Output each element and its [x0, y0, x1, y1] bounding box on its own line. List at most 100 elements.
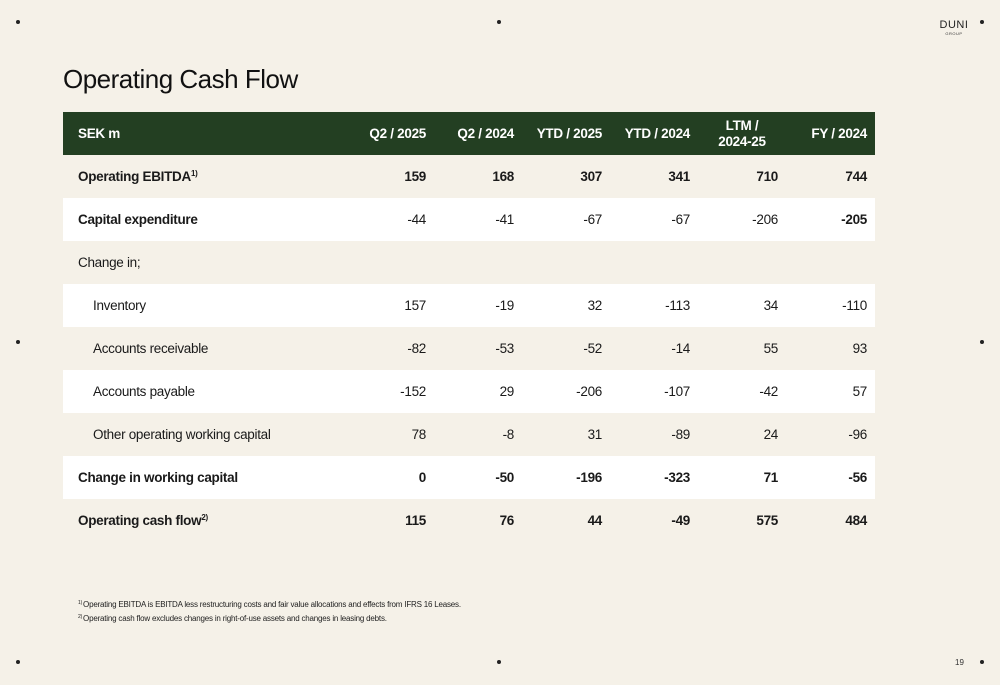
footnote: 1)Operating EBITDA is EBITDA less restru… — [78, 598, 461, 612]
table-row: Accounts payable -152 29 -206 -107 -42 5… — [63, 370, 875, 413]
row-label: Capital expenditure — [63, 198, 363, 241]
table-cell: -56 — [786, 456, 875, 499]
footnote-mark: 2) — [78, 614, 83, 620]
header-cell: Q2 / 2025 — [363, 112, 434, 155]
table-row: Other operating working capital 78 -8 31… — [63, 413, 875, 456]
table-cell — [786, 241, 875, 284]
logo-sub-text: GROUP — [945, 31, 963, 36]
corner-dot — [16, 660, 20, 664]
corner-dot — [980, 20, 984, 24]
corner-dot — [980, 660, 984, 664]
table-cell: 575 — [698, 499, 786, 542]
table-cell: 71 — [698, 456, 786, 499]
table-cell: 168 — [434, 155, 522, 198]
corner-dot — [497, 20, 501, 24]
table-cell: 115 — [363, 499, 434, 542]
table-cell: -206 — [522, 370, 610, 413]
footnote-text: Operating cash flow excludes changes in … — [83, 614, 387, 623]
row-label: Operating EBITDA1) — [63, 155, 363, 198]
brand-logo: DUNI GROUP — [937, 20, 971, 36]
table-cell: -67 — [522, 198, 610, 241]
table-cell: 710 — [698, 155, 786, 198]
table-cell: 24 — [698, 413, 786, 456]
table-cell: -41 — [434, 198, 522, 241]
table-cell: -8 — [434, 413, 522, 456]
header-cell: SEK m — [63, 112, 363, 155]
row-label: Accounts receivable — [63, 327, 363, 370]
table-cell: 307 — [522, 155, 610, 198]
table-cell: 93 — [786, 327, 875, 370]
table-row: Change in; — [63, 241, 875, 284]
header-cell-ltm: LTM / 2024-25 — [698, 112, 786, 155]
footnote-text: Operating EBITDA is EBITDA less restruct… — [83, 600, 461, 609]
corner-dot — [980, 340, 984, 344]
footnote-ref: 2) — [201, 513, 208, 522]
table-cell: -205 — [786, 198, 875, 241]
table-header-row: SEK m Q2 / 2025 Q2 / 2024 YTD / 2025 YTD… — [63, 112, 875, 155]
row-label: Change in working capital — [63, 456, 363, 499]
table-cell: -50 — [434, 456, 522, 499]
row-label: Change in; — [63, 241, 363, 284]
table-cell: -67 — [610, 198, 698, 241]
table-cell — [434, 241, 522, 284]
table-cell: -107 — [610, 370, 698, 413]
row-label: Accounts payable — [63, 370, 363, 413]
table-cell: 159 — [363, 155, 434, 198]
corner-dot — [497, 660, 501, 664]
row-label: Other operating working capital — [63, 413, 363, 456]
table-cell: -53 — [434, 327, 522, 370]
header-cell: YTD / 2025 — [522, 112, 610, 155]
footnote-mark: 1) — [78, 600, 83, 606]
table-cell — [363, 241, 434, 284]
header-ltm-line2: 2024-25 — [718, 133, 766, 149]
page-number: 19 — [955, 658, 964, 667]
footnote: 2)Operating cash flow excludes changes i… — [78, 612, 461, 626]
table-cell: -110 — [786, 284, 875, 327]
table-cell: -89 — [610, 413, 698, 456]
table-cell: -49 — [610, 499, 698, 542]
table-cell: 76 — [434, 499, 522, 542]
table-cell: 31 — [522, 413, 610, 456]
page-title: Operating Cash Flow — [63, 64, 298, 94]
table-cell: -19 — [434, 284, 522, 327]
table-cell: 157 — [363, 284, 434, 327]
table-cell: 29 — [434, 370, 522, 413]
table-cell: -196 — [522, 456, 610, 499]
table-row: Operating cash flow2) 115 76 44 -49 575 … — [63, 499, 875, 542]
table-cell: -206 — [698, 198, 786, 241]
footnote-ref: 1) — [190, 169, 198, 178]
table-cell: 78 — [363, 413, 434, 456]
table-cell: -52 — [522, 327, 610, 370]
header-cell: Q2 / 2024 — [434, 112, 522, 155]
table-row: Operating EBITDA1) 159 168 307 341 710 7… — [63, 155, 875, 198]
table-cell — [522, 241, 610, 284]
table-cell — [698, 241, 786, 284]
table-cell: -152 — [363, 370, 434, 413]
table-cell: -44 — [363, 198, 434, 241]
table-cell: -14 — [610, 327, 698, 370]
table-row: Accounts receivable -82 -53 -52 -14 55 9… — [63, 327, 875, 370]
row-label: Inventory — [63, 284, 363, 327]
table-cell: -323 — [610, 456, 698, 499]
table-cell: 484 — [786, 499, 875, 542]
table-cell: -42 — [698, 370, 786, 413]
cash-flow-table: SEK m Q2 / 2025 Q2 / 2024 YTD / 2025 YTD… — [63, 112, 875, 542]
table-cell: 744 — [786, 155, 875, 198]
row-label: Operating cash flow2) — [63, 499, 363, 542]
table-cell — [610, 241, 698, 284]
corner-dot — [16, 340, 20, 344]
table-row: Change in working capital 0 -50 -196 -32… — [63, 456, 875, 499]
table-cell: 0 — [363, 456, 434, 499]
corner-dot — [16, 20, 20, 24]
footnotes: 1)Operating EBITDA is EBITDA less restru… — [78, 598, 461, 626]
table-cell: 341 — [610, 155, 698, 198]
table-row: Capital expenditure -44 -41 -67 -67 -206… — [63, 198, 875, 241]
table-row: Inventory 157 -19 32 -113 34 -110 — [63, 284, 875, 327]
table-cell: -96 — [786, 413, 875, 456]
logo-main-text: DUNI — [939, 19, 969, 31]
table-cell: -113 — [610, 284, 698, 327]
header-ltm-line1: LTM / — [725, 117, 759, 133]
table-cell: 55 — [698, 327, 786, 370]
header-cell: FY / 2024 — [786, 112, 875, 155]
table-cell: 57 — [786, 370, 875, 413]
